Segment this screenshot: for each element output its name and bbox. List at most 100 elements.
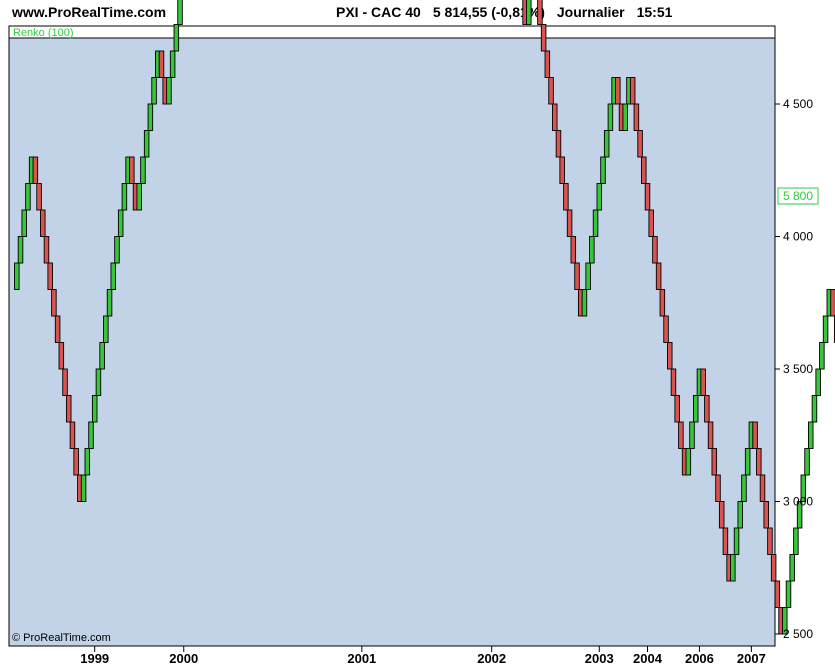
renko-brick-up <box>114 236 120 264</box>
renko-brick-down <box>752 421 758 449</box>
renko-brick-up <box>177 0 183 25</box>
renko-brick-up <box>169 50 176 78</box>
renko-brick-up <box>136 183 142 211</box>
renko-brick-down <box>715 474 721 502</box>
renko-brick-up <box>819 342 825 370</box>
renko-bricks <box>14 0 835 635</box>
renko-brick-up <box>91 395 98 423</box>
renko-brick-up <box>807 421 814 449</box>
renko-brick-down <box>756 448 762 476</box>
renko-brick-up <box>737 501 744 529</box>
renko-brick-up <box>589 236 595 264</box>
renko-brick-up <box>14 262 20 290</box>
renko-brick-up <box>596 183 603 211</box>
renko-brick-up <box>585 262 591 290</box>
renko-brick-up <box>173 24 180 52</box>
renko-brick-up <box>581 289 588 317</box>
x-tick-label: 2000 <box>169 651 198 666</box>
renko-brick-up <box>80 474 87 502</box>
renko-brick-down <box>722 527 729 555</box>
renko-brick-up <box>730 554 736 582</box>
renko-brick-up <box>117 209 124 237</box>
renko-brick-down <box>58 342 65 370</box>
renko-brick-up <box>796 501 803 529</box>
time-label: 15:51 <box>636 4 673 20</box>
x-tick-label: 2002 <box>477 651 506 666</box>
renko-brick-down <box>830 289 835 317</box>
renko-brick-down <box>648 209 654 237</box>
renko-brick-down <box>700 368 706 396</box>
renko-brick-down <box>559 156 565 184</box>
renko-brick-down <box>655 262 662 290</box>
indicator-label: Renko (100) <box>13 27 74 39</box>
renko-brick-up <box>822 315 829 343</box>
renko-brick-up <box>21 209 27 237</box>
renko-brick-up <box>526 0 532 25</box>
renko-brick-up <box>607 103 614 131</box>
renko-brick-down <box>615 77 621 105</box>
symbol-name: PXI - CAC 40 <box>336 4 421 20</box>
renko-brick-up <box>793 527 799 555</box>
renko-brick-down <box>574 262 580 290</box>
renko-brick-up <box>140 156 146 184</box>
y-tick-label: 4 500 <box>783 97 813 111</box>
x-tick-label: 2001 <box>347 651 376 666</box>
renko-brick-down <box>774 580 781 608</box>
renko-brick-up <box>95 368 102 396</box>
renko-brick-down <box>633 103 640 131</box>
y-tick-label: 3 000 <box>783 495 813 509</box>
renko-brick-down <box>678 421 684 449</box>
renko-brick-down <box>763 501 769 529</box>
renko-brick-down <box>43 236 50 264</box>
renko-brick-down <box>47 262 53 290</box>
renko-brick-down <box>36 183 42 211</box>
renko-brick-up <box>84 448 91 476</box>
renko-brick-up <box>103 315 109 343</box>
renko-brick-down <box>759 474 766 502</box>
renko-brick-up <box>689 421 695 449</box>
site-url[interactable]: www.ProRealTime.com <box>12 4 167 20</box>
y-tick-label: 2 500 <box>783 627 813 641</box>
renko-brick-up <box>603 130 610 158</box>
renko-brick-down <box>563 183 569 211</box>
x-tick-label: 1999 <box>80 651 109 666</box>
renko-brick-up <box>151 77 157 105</box>
x-tick-label: 2003 <box>585 651 614 666</box>
renko-brick-down <box>570 236 577 264</box>
renko-brick-down <box>540 24 547 52</box>
renko-brick-up <box>17 236 24 264</box>
renko-brick-up <box>143 130 150 158</box>
renko-brick-up <box>811 395 818 423</box>
renko-brick-down <box>65 395 72 423</box>
renko-brick-up <box>692 395 699 423</box>
renko-brick-up <box>110 262 117 290</box>
renko-brick-up <box>815 368 821 396</box>
renko-brick-down <box>659 289 666 317</box>
renko-brick-down <box>566 209 573 237</box>
plot-background <box>8 37 776 647</box>
last-price-label: 5 800 <box>783 189 813 203</box>
renko-brick-down <box>711 448 718 476</box>
indicator-header <box>8 25 776 39</box>
renko-brick-down <box>767 527 773 555</box>
renko-brick-down <box>667 342 673 370</box>
renko-brick-down <box>555 130 562 158</box>
renko-brick-down <box>40 209 46 237</box>
renko-brick-up <box>800 474 807 502</box>
last-price-box <box>777 187 819 205</box>
renko-brick-down <box>537 0 543 25</box>
period-label[interactable]: Journalier <box>556 4 625 20</box>
renko-brick-down <box>158 50 165 78</box>
renko-brick-up <box>685 448 692 476</box>
renko-brick-up <box>106 289 113 317</box>
renko-brick-up <box>741 474 747 502</box>
renko-brick-down <box>51 289 57 317</box>
renko-brick-up <box>121 183 128 211</box>
renko-brick-down <box>670 368 677 396</box>
renko-brick-down <box>548 77 554 105</box>
y-tick-label: 4 000 <box>783 230 813 244</box>
copyright: © ProRealTime.com <box>12 632 111 644</box>
renko-brick-down <box>652 236 658 264</box>
renko-brick-down <box>641 156 647 184</box>
